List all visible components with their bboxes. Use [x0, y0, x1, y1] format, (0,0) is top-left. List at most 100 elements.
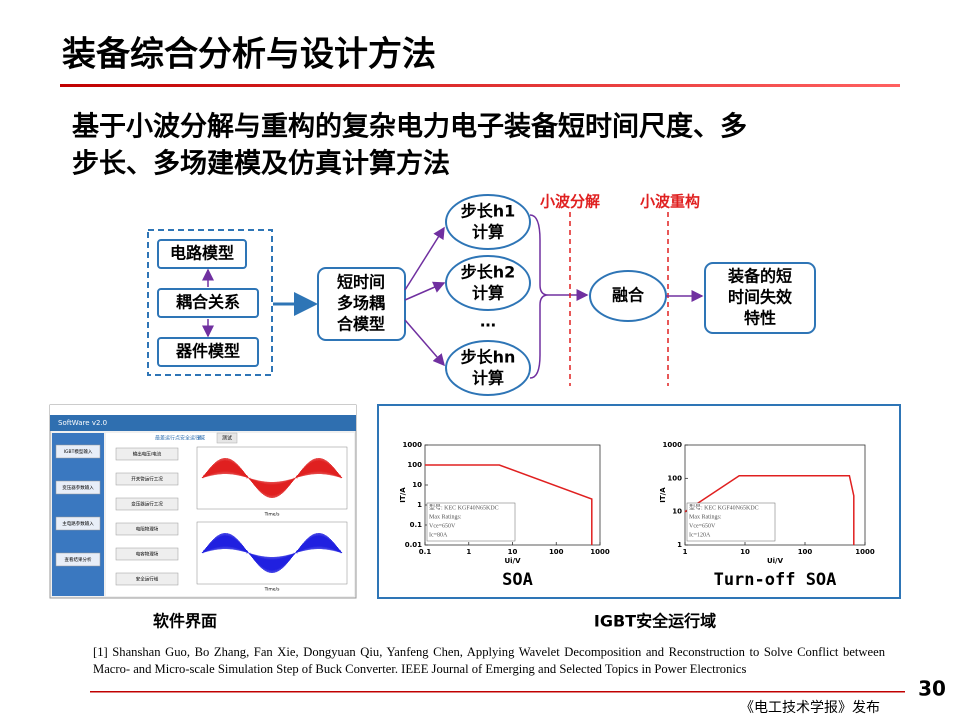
- x-tick-label: 1000: [855, 548, 875, 556]
- legend-text: Max Ratings:: [429, 514, 462, 520]
- x-axis-label: Ui/V: [767, 557, 784, 565]
- button: [55, 480, 101, 495]
- button: [55, 444, 101, 459]
- footer: 《电工技术学报》发布: [740, 700, 880, 716]
- axis-label: Time/s: [264, 512, 281, 518]
- x-tick-label: 1000: [590, 548, 610, 556]
- tab: 是: [197, 436, 202, 442]
- reference: [1] Shanshan Guo, Bo Zhang, Fan Xie, Don…: [93, 645, 885, 676]
- page-number: 30: [918, 677, 946, 701]
- node-label: 步长h2: [461, 263, 516, 282]
- x-tick-label: 100: [549, 548, 564, 556]
- node-box: [157, 239, 247, 269]
- legend-text: Max Ratings:: [689, 514, 722, 520]
- x-tick-label: 100: [798, 548, 813, 556]
- button-label: IGBT模型输入: [64, 448, 93, 455]
- node-label: 步长h1: [461, 202, 516, 221]
- button: [115, 497, 179, 511]
- soa-line: [684, 474, 855, 545]
- node-label: 计算: [472, 284, 504, 303]
- y-tick-label: 10: [672, 508, 682, 516]
- node-label: 步长hn: [461, 348, 516, 367]
- button-label: 查看结果分析: [65, 556, 92, 563]
- x-axis-label: Ui/V: [504, 557, 521, 565]
- step-node: [445, 194, 531, 250]
- legend-text: Ic=80A: [429, 532, 448, 538]
- y-axis-label: IT/A: [399, 487, 407, 503]
- y-tick-label: 100: [667, 474, 682, 482]
- button: [115, 547, 179, 561]
- button-label: 开关管运行工况: [131, 476, 163, 483]
- button-label: 变压器运行工况: [131, 501, 163, 508]
- button-label: 变压器参数输入: [62, 484, 94, 491]
- arrow: [404, 319, 445, 367]
- panel-heading: 最差运行点安全运行域: [155, 435, 205, 442]
- button-label: 电容物理场: [136, 551, 159, 558]
- node-label: 器件模型: [175, 342, 240, 361]
- y-axis-label: IT/A: [659, 487, 667, 503]
- legend-text: 型号: KEC KGF40N65KDC: [689, 503, 759, 511]
- node-label: 耦合关系: [176, 293, 240, 312]
- y-tick-label: 10: [412, 481, 422, 489]
- button-label: 安全运行域: [136, 576, 159, 583]
- axis-label: Time/s: [264, 587, 281, 593]
- step-node: [445, 255, 531, 311]
- node-label: 合模型: [337, 315, 385, 334]
- bracket: [529, 214, 549, 379]
- legend-text: 型号: KEC KGF40N65KDC: [429, 503, 499, 511]
- node-label: 短时间: [337, 273, 385, 292]
- node-label: 电路模型: [170, 244, 234, 263]
- y-tick-label: 100: [407, 461, 422, 469]
- node-label: 计算: [472, 223, 504, 242]
- legend-text: Ic=120A: [689, 532, 711, 538]
- y-tick-label: 1000: [663, 441, 683, 449]
- soa-line: [425, 464, 593, 545]
- legend-text: Vce=650V: [429, 523, 456, 529]
- button: [115, 522, 179, 536]
- button: [55, 516, 101, 531]
- x-tick-label: 10: [740, 548, 750, 556]
- window-title: SoftWare v2.0: [58, 419, 107, 427]
- caption: 软件界面: [153, 612, 217, 631]
- node-label: 多场耦: [337, 294, 385, 313]
- node-box: [317, 267, 406, 341]
- y-tick-label: 0.1: [410, 521, 423, 529]
- node-label: 装备的短: [727, 267, 792, 286]
- button: [115, 472, 179, 486]
- stage-label: 小波分解: [540, 193, 600, 211]
- legend-box: [426, 502, 516, 542]
- x-tick-label: 1: [683, 548, 688, 556]
- y-tick-label: 1000: [403, 441, 423, 449]
- caption: IGBT安全运行域: [594, 612, 716, 631]
- y-tick-label: 1: [417, 501, 422, 509]
- node-label: 时间失效: [728, 288, 792, 307]
- node-box: [704, 262, 816, 334]
- slide-title: 装备综合分析与设计方法: [62, 35, 436, 75]
- node-box: [157, 337, 259, 367]
- step-node: [445, 340, 531, 396]
- stage-label: 小波重构: [640, 193, 700, 211]
- button-label: 输出电压/电流: [133, 451, 162, 458]
- y-tick-label: 0.01: [405, 541, 422, 549]
- chart-caption: SOA: [502, 570, 533, 590]
- footer-rule: [90, 691, 905, 693]
- subtitle-line: 基于小波分解与重构的复杂电力电子装备短时间尺度、多: [72, 111, 747, 143]
- node-label: 计算: [472, 369, 504, 388]
- button-label: 电阻物理场: [136, 526, 159, 533]
- subtitle-line: 步长、多场建模及仿真计算方法: [72, 148, 450, 180]
- x-tick-label: 1: [466, 548, 471, 556]
- input-group: [147, 229, 273, 376]
- software-screenshot: SoftWare v2.0 最差运行点安全运行域 是 测试 IGBT模型输入变压…: [49, 404, 357, 599]
- button: [115, 447, 179, 461]
- node-box: [157, 288, 259, 318]
- title-rule: [60, 84, 900, 87]
- legend-text: Vce=650V: [689, 523, 716, 529]
- node-label: 特性: [744, 309, 776, 328]
- y-tick-label: 1: [677, 541, 682, 549]
- arrow: [404, 226, 445, 291]
- button: [115, 572, 179, 586]
- tab: 测试: [222, 435, 232, 442]
- legend-box: [686, 502, 776, 542]
